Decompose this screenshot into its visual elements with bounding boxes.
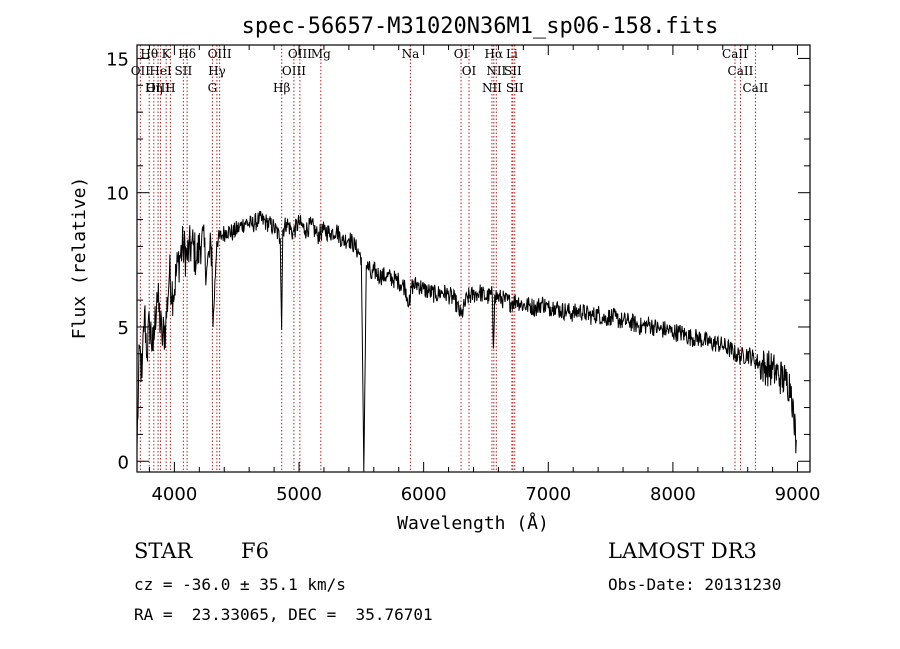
line-marker-label: SII bbox=[175, 64, 193, 78]
redshift-text: cz = -36.0 ± 35.1 km/s bbox=[134, 575, 346, 594]
line-marker-label: SII bbox=[504, 64, 522, 78]
line-marker-label: Mg bbox=[311, 47, 331, 61]
line-marker-label: Hη bbox=[145, 81, 163, 95]
spectrum-line bbox=[136, 210, 797, 473]
line-marker-label: Hθ bbox=[140, 47, 158, 61]
line-marker-label: Li bbox=[506, 47, 518, 61]
line-marker-label: Hβ bbox=[273, 81, 290, 95]
x-tick-label: 8000 bbox=[650, 484, 696, 505]
y-axis-ticks: 0 5 10 15 bbox=[106, 49, 810, 473]
y-tick-label: 0 bbox=[118, 452, 129, 473]
y-tick-label: 15 bbox=[106, 49, 129, 70]
x-tick-label: 7000 bbox=[525, 484, 571, 505]
line-marker-label: Na bbox=[402, 47, 420, 61]
line-marker-label: CaII bbox=[722, 47, 748, 61]
object-class: STAR bbox=[134, 539, 193, 563]
line-marker-label: SII bbox=[506, 81, 524, 95]
line-marker-label: OIII bbox=[288, 47, 312, 61]
y-axis-label: Flux (relative) bbox=[69, 177, 90, 340]
y-tick-label: 10 bbox=[106, 184, 129, 205]
x-tick-label: 5000 bbox=[276, 484, 322, 505]
line-marker-label: Hα bbox=[485, 47, 504, 61]
line-marker-label: Hδ bbox=[178, 47, 196, 61]
line-marker-label: Hγ bbox=[208, 64, 226, 78]
line-marker-labels: HθOIIOIIIKHeIHηHδSIIHOIIIHγGOIIIOIIIHβMg… bbox=[131, 47, 769, 95]
subclass: F6 bbox=[241, 539, 269, 563]
line-marker-label: OIII bbox=[208, 47, 232, 61]
x-tick-label: 9000 bbox=[775, 484, 821, 505]
line-marker-label: G bbox=[208, 81, 218, 95]
line-marker-label: OI bbox=[462, 64, 477, 78]
line-marker-label: CaII bbox=[728, 64, 754, 78]
chart-title: spec-56657-M31020N36M1_sp06-158.fits bbox=[242, 14, 719, 39]
plot-frame bbox=[136, 44, 811, 473]
x-axis-label: Wavelength (Å) bbox=[397, 512, 549, 534]
line-marker-label: OI bbox=[454, 47, 469, 61]
x-axis-ticks: 4000 5000 6000 7000 8000 9000 bbox=[148, 45, 821, 505]
line-marker-label: HeI bbox=[149, 64, 172, 78]
line-marker-label: CaII bbox=[742, 81, 768, 95]
line-marker-label: OII bbox=[131, 64, 151, 78]
spectrum-layer bbox=[136, 210, 797, 473]
x-tick-label: 4000 bbox=[151, 484, 197, 505]
obs-date-text: Obs-Date: 20131230 bbox=[608, 575, 782, 594]
survey-name: LAMOST DR3 bbox=[608, 539, 757, 563]
line-marker-label: NII bbox=[486, 64, 506, 78]
line-marker-label: OIII bbox=[146, 81, 170, 95]
coords-text: RA = 23.33065, DEC = 35.76701 bbox=[134, 605, 433, 624]
line-marker-label: OIII bbox=[282, 64, 306, 78]
line-marker-label: K bbox=[162, 47, 172, 61]
x-tick-label: 6000 bbox=[401, 484, 447, 505]
line-markers bbox=[139, 45, 756, 472]
line-marker-label: H bbox=[165, 81, 175, 95]
y-tick-label: 5 bbox=[118, 318, 129, 339]
line-marker-label: NII bbox=[482, 81, 502, 95]
